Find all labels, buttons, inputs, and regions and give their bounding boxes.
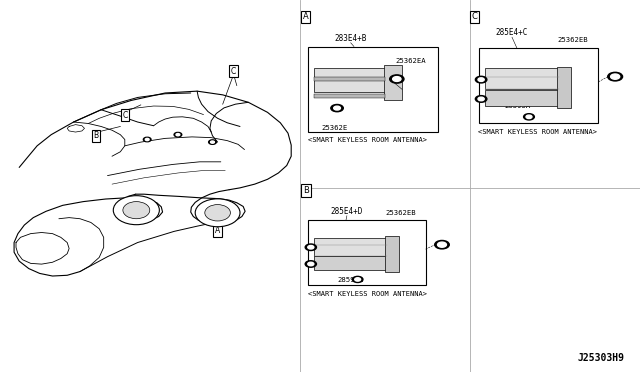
Circle shape [211, 141, 214, 143]
Circle shape [353, 276, 363, 282]
Bar [384, 65, 402, 100]
Text: 25362EB: 25362EB [385, 210, 416, 216]
Text: 283E4+B: 283E4+B [335, 34, 367, 43]
Text: 285E4+C: 285E4+C [496, 28, 528, 37]
Circle shape [209, 140, 216, 144]
Text: C: C [231, 67, 236, 76]
Circle shape [333, 106, 340, 110]
Circle shape [435, 240, 449, 249]
Text: A: A [215, 226, 220, 235]
Circle shape [438, 242, 447, 247]
Circle shape [308, 262, 314, 266]
Circle shape [174, 132, 182, 137]
Circle shape [393, 77, 401, 81]
Text: 25362EB: 25362EB [557, 37, 588, 43]
Bar [557, 67, 571, 108]
Text: <SMART KEYLESS ROOM ANTENNA>: <SMART KEYLESS ROOM ANTENNA> [308, 137, 428, 142]
Text: C: C [122, 111, 127, 120]
Circle shape [305, 261, 316, 267]
Text: A: A [303, 12, 308, 21]
Circle shape [305, 244, 316, 250]
Circle shape [145, 138, 149, 141]
Circle shape [611, 74, 620, 79]
Bar [484, 68, 559, 89]
Circle shape [478, 97, 484, 101]
Text: 25362E: 25362E [322, 125, 348, 131]
Ellipse shape [113, 196, 159, 225]
Text: C: C [472, 12, 478, 21]
Text: <SMART KEYLESS ROOM ANTENNA>: <SMART KEYLESS ROOM ANTENNA> [478, 129, 597, 135]
Bar [308, 220, 426, 285]
Text: <SMART KEYLESS ROOM ANTENNA>: <SMART KEYLESS ROOM ANTENNA> [308, 291, 428, 297]
Circle shape [524, 114, 534, 120]
Bar [314, 77, 385, 81]
Bar [385, 236, 399, 272]
Text: 28595A: 28595A [337, 277, 364, 283]
Circle shape [308, 246, 314, 249]
Circle shape [526, 115, 532, 119]
Text: 25362D: 25362D [488, 71, 514, 77]
Text: 25362EA: 25362EA [396, 58, 426, 64]
Circle shape [476, 96, 487, 102]
Circle shape [355, 278, 360, 281]
Bar [314, 256, 387, 270]
Polygon shape [14, 89, 291, 246]
Circle shape [476, 76, 487, 83]
Bar [314, 94, 385, 98]
Bar [314, 238, 387, 256]
Bar [308, 46, 438, 132]
Ellipse shape [195, 199, 240, 227]
Circle shape [608, 72, 623, 81]
Circle shape [176, 134, 180, 136]
Text: B: B [303, 186, 309, 195]
Ellipse shape [205, 205, 230, 221]
Circle shape [390, 75, 404, 83]
Bar [484, 90, 559, 106]
Circle shape [143, 137, 151, 142]
Text: 285E4+D: 285E4+D [331, 207, 363, 216]
Ellipse shape [123, 202, 150, 219]
Circle shape [331, 105, 343, 112]
Text: 25362D: 25362D [319, 246, 345, 252]
Text: J25303H9: J25303H9 [577, 353, 624, 363]
Bar [479, 48, 598, 123]
Text: B: B [93, 131, 99, 140]
Bar [314, 68, 385, 92]
Text: 20595A: 20595A [504, 103, 531, 109]
Circle shape [478, 78, 484, 81]
